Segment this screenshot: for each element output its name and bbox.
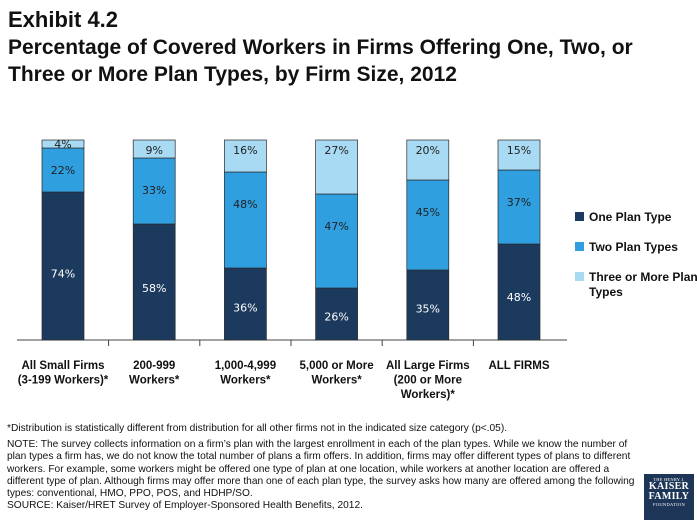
- exhibit-number: Exhibit 4.2: [8, 7, 119, 32]
- legend-swatch: [575, 212, 584, 221]
- footnotes: *Distribution is statistically different…: [7, 423, 637, 516]
- bar-segment-2: [406, 179, 450, 271]
- bar-segment-3: [406, 139, 450, 181]
- bar-segment-1: [406, 269, 450, 341]
- data-label: 48%: [507, 291, 531, 304]
- logo-line-3: FOUNDATION: [653, 502, 685, 507]
- data-label: 47%: [324, 220, 348, 233]
- logo-line-1: THE HENRY J.: [653, 477, 685, 482]
- significance-note: *Distribution is statistically different…: [7, 423, 508, 434]
- methodology-note: NOTE: The survey collects information on…: [7, 439, 635, 500]
- category-label: 200-999 Workers*: [129, 360, 180, 387]
- bar-segment-2: [497, 169, 541, 245]
- data-label: 4%: [54, 138, 71, 151]
- bar-segment-2: [315, 193, 358, 289]
- bar-segment-1: [41, 191, 85, 341]
- data-label: 15%: [507, 144, 531, 157]
- bar-segment-2: [132, 157, 176, 225]
- chart-title: Percentage of Covered Workers in Firms O…: [8, 36, 633, 86]
- title-block: Exhibit 4.2 Percentage of Covered Worker…: [8, 6, 688, 88]
- data-label: 26%: [324, 311, 348, 324]
- data-label: 45%: [416, 206, 440, 219]
- kaiser-family-foundation-logo: THE HENRY J. KAISER FAMILY FOUNDATION: [644, 474, 694, 520]
- data-label: 74%: [51, 267, 75, 280]
- category-labels-group: All Small Firms (3-199 Workers)* 200-999 Wo…: [18, 340, 550, 401]
- legend-label: Three or More Plan Types: [589, 270, 697, 299]
- legend-swatch: [575, 272, 584, 281]
- bar-segment-3: [224, 139, 267, 173]
- data-label: 27%: [324, 144, 348, 157]
- bar-segment-3: [315, 139, 358, 195]
- logo-line-2a: KAISER: [648, 481, 690, 492]
- category-label: All Small Firms (3-199 Workers)*: [18, 360, 109, 387]
- bar-segment-1: [315, 287, 358, 341]
- stacked-bar-chart: 74% 22% 4% 58% 33% 9% 36% 48% 16% 26% 47% 27% 35% 45%…: [17, 138, 697, 401]
- bar-segment-1: [132, 223, 176, 341]
- category-label: 5,000 or More Workers*: [300, 360, 374, 387]
- category-label: ALL FIRMS: [488, 360, 549, 372]
- data-label: 36%: [233, 302, 257, 315]
- legend-label: Two Plan Types: [589, 240, 678, 254]
- legend-swatch: [575, 242, 584, 251]
- legend-label: One Plan Type: [589, 210, 672, 224]
- source-note: SOURCE: Kaiser/HRET Survey of Employer-S…: [7, 500, 363, 512]
- bar-segment-3: [132, 139, 176, 159]
- logo-line-2b: FAMILY: [648, 491, 690, 502]
- data-label: 33%: [142, 184, 166, 197]
- legend: One Plan Type Two Plan Types Three or More…: [575, 210, 697, 299]
- data-label: 37%: [507, 196, 531, 209]
- bar-segment-2: [224, 171, 267, 269]
- data-label: 35%: [416, 303, 440, 316]
- bar-segment-3: [41, 139, 85, 149]
- data-label: 20%: [416, 144, 440, 157]
- data-label: 48%: [233, 198, 257, 211]
- category-label: 1,000-4,999 Workers*: [215, 360, 276, 387]
- bar-segment-3: [497, 139, 541, 171]
- bar-segment-1: [497, 243, 541, 341]
- data-label: 9%: [145, 144, 162, 157]
- bars-group: 74% 22% 4% 58% 33% 9% 36% 48% 16% 26% 47% 27% 35% 45%…: [41, 138, 541, 341]
- data-label: 58%: [142, 282, 166, 295]
- data-label: 16%: [233, 144, 257, 157]
- category-label: All Large Firms (200 or More Workers)*: [386, 360, 470, 401]
- data-label: 22%: [51, 164, 75, 177]
